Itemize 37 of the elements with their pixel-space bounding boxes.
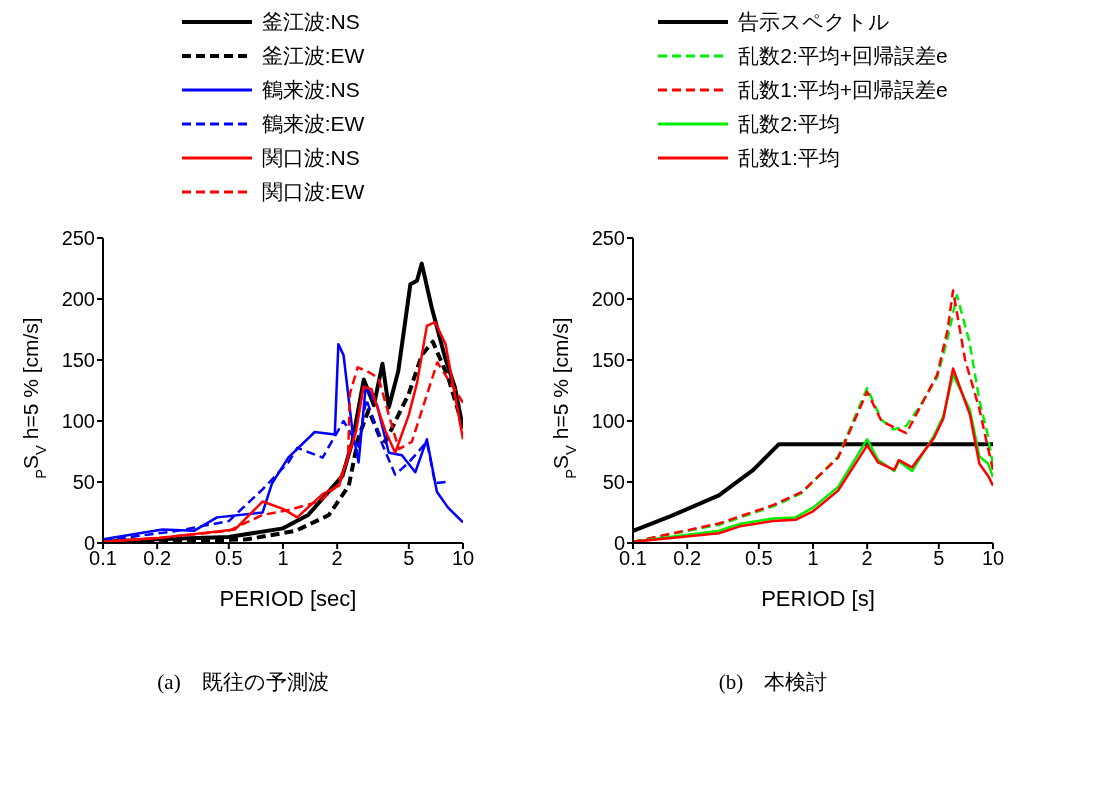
legend-label: 乱数1:平均+回帰誤差e (738, 77, 948, 103)
legend-label: 乱数2:平均 (738, 111, 840, 137)
x-axis-title: PERIOD [s] (761, 586, 875, 611)
legend-label: 鶴来波:EW (261, 111, 365, 137)
x-tick-label: 5 (403, 547, 415, 570)
text: (b) 本検討 (717, 669, 829, 696)
x-tick-label: 0.5 (214, 547, 243, 570)
legend-label: 釜江波:EW (261, 43, 365, 69)
legend-label: 関口波:NS (261, 145, 360, 171)
y-tick-label: 100 (591, 410, 625, 433)
legend-label: 乱数2:平均+回帰誤差e (738, 43, 948, 69)
x-tick-label: 1 (277, 547, 289, 570)
legend-label: 乱数1:平均 (738, 145, 840, 171)
y-tick-label: 100 (61, 410, 95, 433)
y-tick-label: 150 (61, 349, 95, 372)
x-axis-title: PERIOD [sec] (219, 586, 357, 611)
x-tick-label: 0.2 (673, 547, 702, 570)
legend-label: 釜江波:NS (261, 9, 360, 35)
y-tick-label: 50 (72, 471, 95, 494)
y-tick-label: 150 (591, 349, 625, 372)
y-tick-label: 250 (61, 227, 95, 250)
legend-label: 鶴来波:NS (261, 77, 360, 103)
legend-label: 関口波:EW (261, 179, 365, 205)
y-tick-label: 200 (591, 288, 625, 311)
x-tick-label: 1 (807, 547, 819, 570)
x-tick-label: 10 (981, 547, 1005, 570)
y-tick-label: 200 (61, 288, 95, 311)
x-tick-label: 0.2 (143, 547, 172, 570)
x-tick-label: 5 (933, 547, 945, 570)
text: (a) 既往の予測波 (156, 669, 330, 696)
x-tick-label: 2 (331, 547, 343, 570)
y-tick-label: 50 (602, 471, 625, 494)
legend-label: 告示スペクトル (738, 9, 891, 35)
y-tick-label: 250 (591, 227, 625, 250)
x-tick-label: 2 (861, 547, 873, 570)
x-tick-label: 0.5 (744, 547, 773, 570)
x-tick-label: 10 (451, 547, 475, 570)
